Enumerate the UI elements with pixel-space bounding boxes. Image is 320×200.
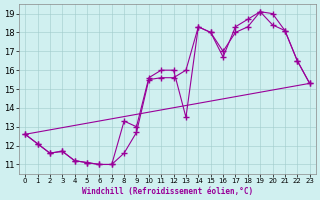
- X-axis label: Windchill (Refroidissement éolien,°C): Windchill (Refroidissement éolien,°C): [82, 187, 253, 196]
